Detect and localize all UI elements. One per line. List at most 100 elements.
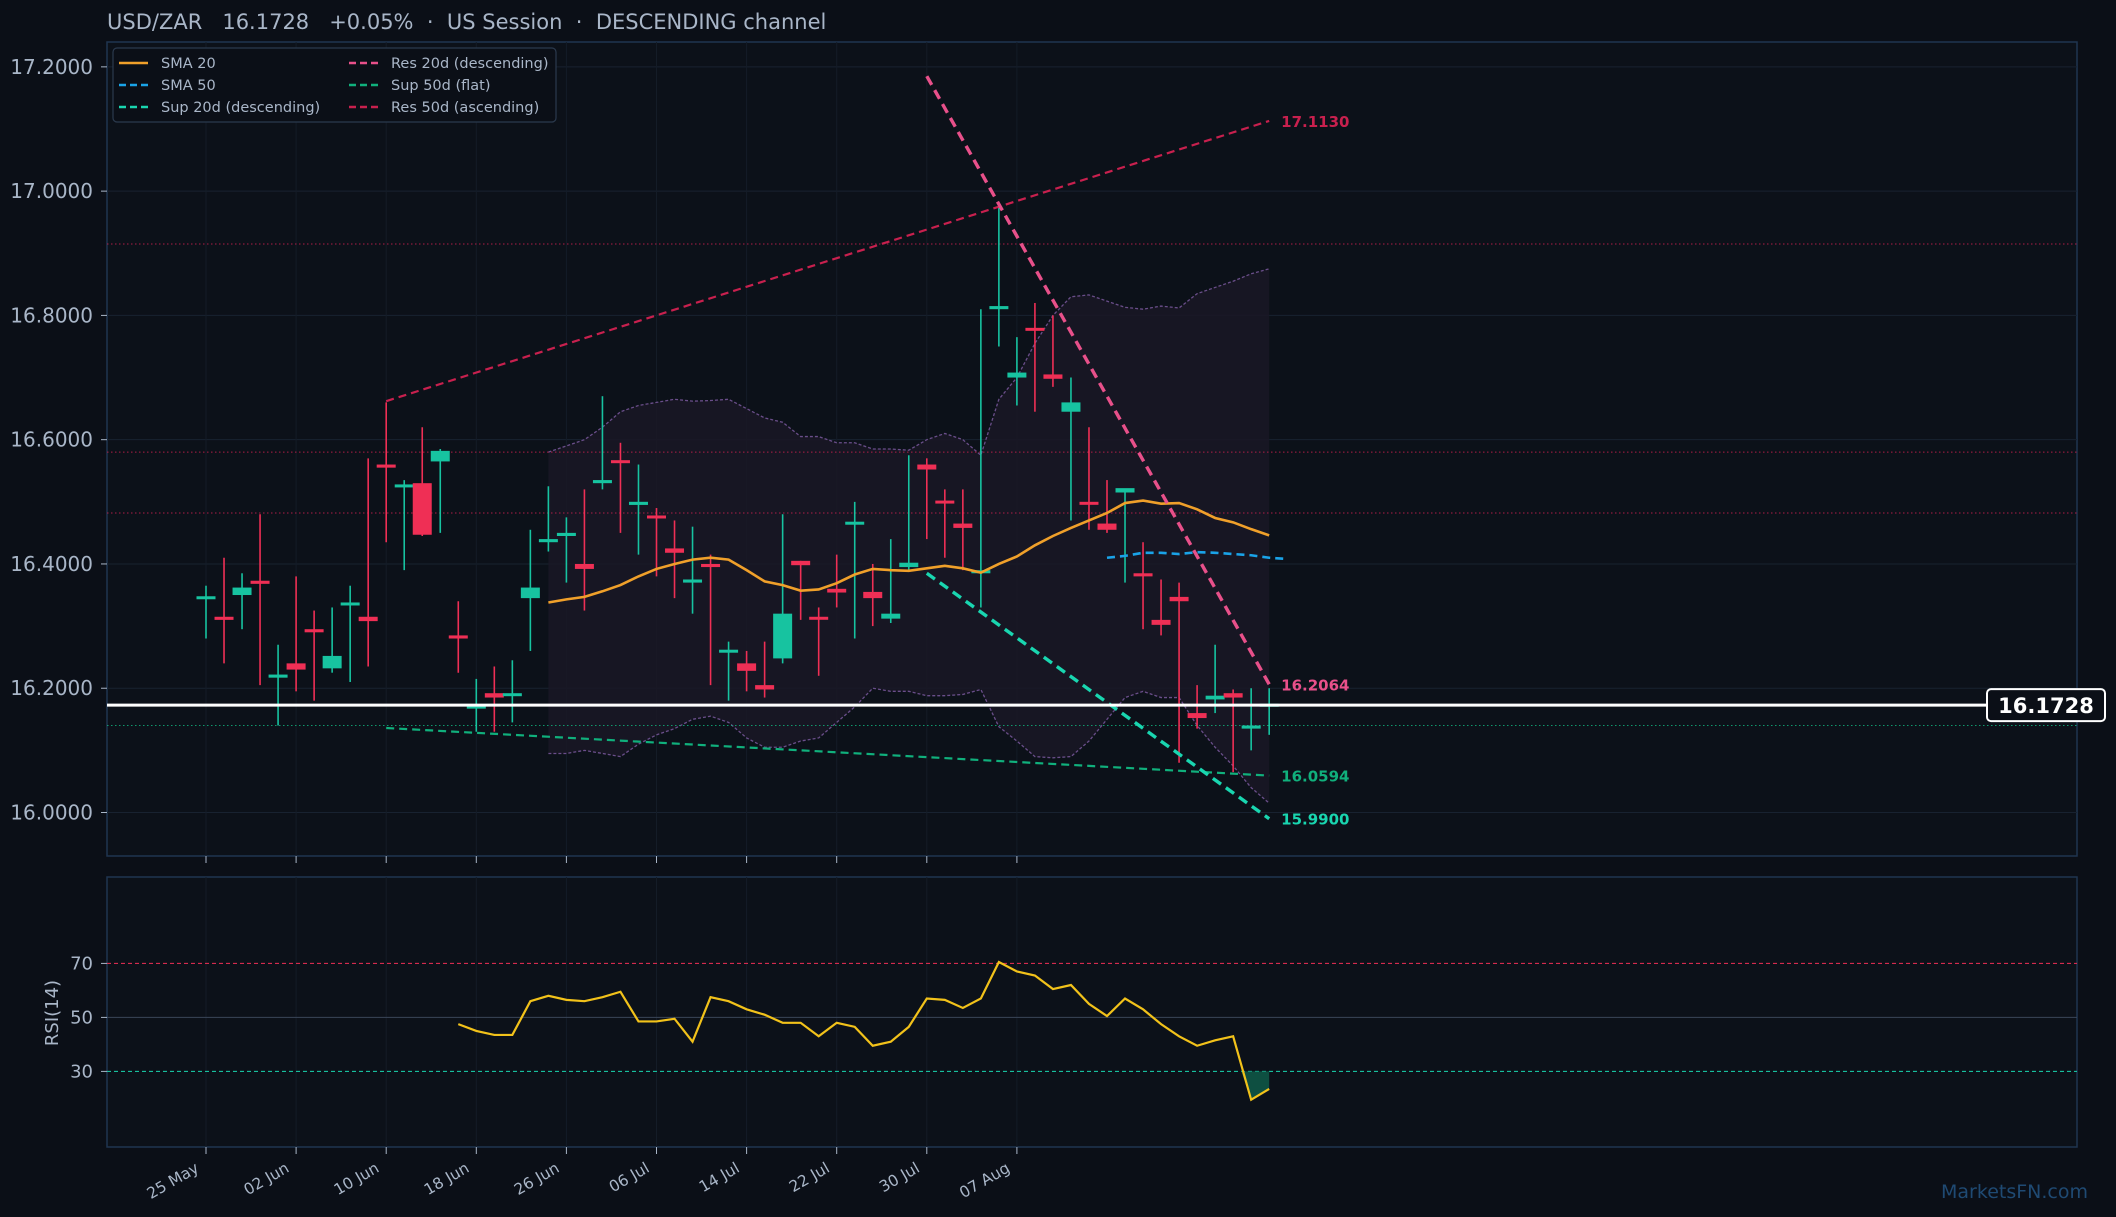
candle-bear [737,663,757,671]
price-tick-label: 17.0000 [10,179,93,203]
candle-bear [412,483,432,535]
candle-bear [574,563,594,569]
change: +0.05% [329,10,414,34]
separator: · [426,10,434,34]
x-tick-label: 06 Jul [606,1159,653,1196]
legend-box [112,47,557,123]
symbol: USD/ZAR [107,10,203,34]
candle-bull [394,484,414,488]
candle-bull [520,587,540,599]
candle-bull [268,674,288,678]
price-tick-label: 16.8000 [10,303,93,327]
candle-bull [502,693,522,697]
candle-bear [1223,693,1243,698]
separator: · [575,10,583,34]
candle-bear [250,580,270,584]
candle-bull [322,655,342,669]
x-tick-label: 14 Jul [696,1159,743,1196]
x-tick-label: 22 Jul [786,1159,833,1196]
candle-bear [917,464,937,470]
candle-bear [701,563,721,568]
chart-header: USD/ZAR 16.1728 +0.05% · US Session · DE… [107,10,826,34]
trendline-label: 16.2064 [1281,676,1349,694]
trendline-label: 15.9900 [1281,811,1349,829]
candle-bear [1169,596,1189,602]
candle-bear [1079,501,1099,505]
candle-bear [863,591,883,599]
x-tick-label: 02 Jun [241,1159,292,1199]
last-price-label: 16.1728 [1998,694,2094,718]
rsi-tick-label: 70 [70,953,93,974]
candle-bull [592,480,612,484]
candle-bear [304,629,324,633]
candle-bull [899,562,919,568]
sma20-line [548,499,1270,604]
candle-bull [628,501,648,505]
trendline [385,119,1270,403]
legend-label: SMA 50 [161,78,216,94]
rsi-axis-label: RSI(14) [42,980,63,1046]
rsi-tick-label: 50 [70,1007,93,1028]
candle-bull [430,450,450,462]
sma50-line [1106,550,1288,561]
price-tick-label: 16.2000 [10,676,93,700]
candle-bear [1133,573,1153,577]
candle-bull [719,649,739,653]
candle-bull [773,613,793,659]
candle-bull [881,613,901,619]
candle-bull [196,596,216,600]
candle-bear [1043,374,1063,379]
candle-bull [556,532,576,536]
price-tick-label: 17.2000 [10,55,93,79]
price-tick-label: 16.4000 [10,552,93,576]
rsi-panel-frame [106,876,2078,1148]
bollinger-lower [548,687,1270,804]
legend-label: Sup 20d (descending) [161,100,320,116]
trendline [925,75,1271,686]
candle-bull [1115,488,1135,493]
candle-bear [755,685,775,690]
candle-bull [538,539,558,543]
candle-bull [340,602,360,606]
last-price-badge [1986,688,2106,723]
legend: SMA 20 SMA 50 Sup 20d (descending) Res 20d … [112,47,557,123]
trendline-label: 16.0594 [1281,768,1349,786]
legend-label: Res 20d (descending) [391,56,548,72]
candle-bull [1007,372,1027,378]
candle-bear [448,635,468,639]
price-tick-label: 16.6000 [10,428,93,452]
candle-bear [484,693,504,698]
x-tick-label: 10 Jun [331,1159,382,1199]
candle-bull [1205,695,1225,700]
candle-bear [647,515,666,519]
candle-bull [845,521,865,525]
trendline [925,571,1271,821]
rsi-line [457,960,1270,1102]
candle-bull [989,306,1009,310]
candle-bull [232,587,252,596]
candle-bear [809,616,829,620]
candle-bear [358,616,378,622]
x-tick-label: 07 Aug [956,1159,1013,1202]
candle-bear [953,523,973,528]
price: 16.1728 [222,10,310,34]
candle-bear [286,663,306,670]
candle-bear [1025,327,1045,331]
candle-bear [665,548,685,553]
candle-bear [935,500,955,504]
candle-bear [1187,713,1207,719]
x-tick-label: 18 Jun [421,1159,472,1199]
candle-bear [827,588,847,593]
rsi-panel: 30 50 70 RSI(14) [42,876,2078,1148]
candle-bear [376,464,396,468]
candle-bear [1151,619,1171,625]
candle-bear [1097,523,1117,530]
candle-bear [791,560,811,566]
candle-bull [466,705,486,709]
price-tick-label: 16.0000 [10,801,93,825]
candle-bear [610,460,630,464]
legend-label: SMA 20 [161,56,216,72]
candle-bear [214,616,234,620]
trendline [386,726,1270,777]
x-tick-label: 26 Jun [511,1159,562,1199]
